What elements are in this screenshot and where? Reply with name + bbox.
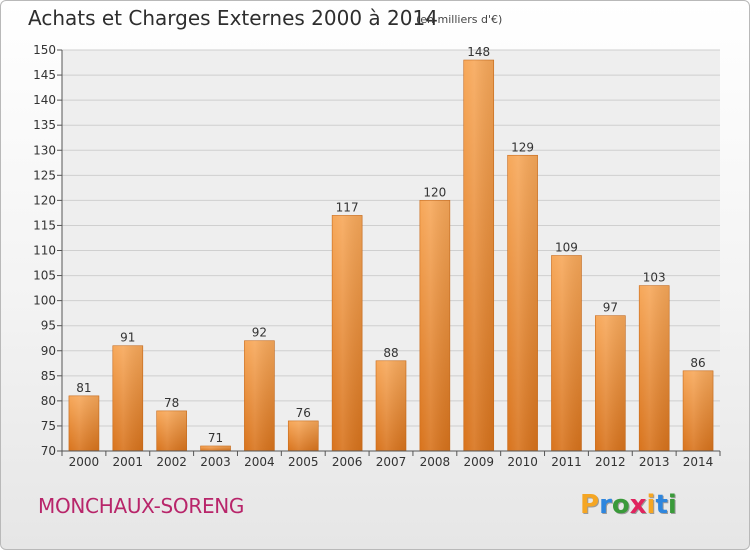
data-label: 92 xyxy=(252,326,267,340)
y-tick-label: 95 xyxy=(41,319,56,333)
data-label: 71 xyxy=(208,431,223,445)
data-label: 109 xyxy=(555,241,578,255)
y-tick-label: 130 xyxy=(33,143,56,157)
bar-shading xyxy=(419,200,450,451)
y-tick-label: 90 xyxy=(41,344,56,358)
data-label: 91 xyxy=(120,331,135,345)
y-tick-label: 105 xyxy=(33,269,56,283)
x-tick-label: 2000 xyxy=(69,455,100,469)
data-label: 120 xyxy=(423,185,446,199)
unit-label: (en milliers d'€) xyxy=(416,13,503,26)
y-tick-label: 100 xyxy=(33,294,56,308)
x-tick-label: 2011 xyxy=(551,455,582,469)
y-tick-label: 125 xyxy=(33,168,56,182)
data-label: 78 xyxy=(164,396,179,410)
x-tick-label: 2010 xyxy=(507,455,538,469)
data-label: 81 xyxy=(76,381,91,395)
data-label: 86 xyxy=(690,356,705,370)
y-tick-label: 150 xyxy=(33,43,56,57)
data-label: 76 xyxy=(296,406,311,420)
bar-shading xyxy=(332,215,363,451)
data-label: 103 xyxy=(643,271,666,285)
x-tick-label: 2004 xyxy=(244,455,275,469)
y-tick-label: 85 xyxy=(41,369,56,383)
y-tick-label: 70 xyxy=(41,444,56,458)
logo-letter: P xyxy=(580,490,600,520)
y-tick-label: 145 xyxy=(33,68,56,82)
bar-shading xyxy=(683,370,714,451)
data-label: 117 xyxy=(336,200,359,214)
y-tick-label: 140 xyxy=(33,93,56,107)
logo-letter: t xyxy=(655,490,668,520)
bar-shading xyxy=(244,340,275,451)
proxiti-logo: Proxiti xyxy=(580,490,677,520)
y-tick-label: 115 xyxy=(33,218,56,232)
chart-title: Achats et Charges Externes 2000 à 2014 xyxy=(28,6,438,30)
x-tick-label: 2006 xyxy=(332,455,363,469)
y-tick-label: 135 xyxy=(33,118,56,132)
data-label: 129 xyxy=(511,140,534,154)
bar-shading xyxy=(595,315,626,451)
logo-letter: r xyxy=(599,490,612,520)
bar-shading xyxy=(551,255,582,451)
x-tick-label: 2008 xyxy=(420,455,451,469)
logo-letter: i xyxy=(667,490,677,520)
x-tick-label: 2013 xyxy=(639,455,670,469)
bar-shading xyxy=(68,395,99,451)
bar-shading xyxy=(200,445,231,451)
data-label: 97 xyxy=(603,301,618,315)
y-tick-label: 120 xyxy=(33,193,56,207)
data-label: 148 xyxy=(467,45,490,59)
bar-shading xyxy=(156,410,187,451)
bar-shading xyxy=(288,420,319,451)
bar-shading xyxy=(639,285,670,451)
x-tick-label: 2003 xyxy=(200,455,231,469)
y-tick-label: 80 xyxy=(41,394,56,408)
bar-shading xyxy=(376,360,406,451)
x-tick-label: 2007 xyxy=(376,455,407,469)
bar-shading xyxy=(463,60,494,452)
x-tick-label: 2002 xyxy=(156,455,187,469)
x-tick-label: 2009 xyxy=(463,455,494,469)
x-tick-label: 2001 xyxy=(113,455,144,469)
x-tick-label: 2014 xyxy=(683,455,714,469)
y-tick-label: 75 xyxy=(41,419,56,433)
bar-shading xyxy=(507,155,538,451)
data-label: 88 xyxy=(383,346,398,360)
x-tick-label: 2012 xyxy=(595,455,626,469)
x-tick-label: 2005 xyxy=(288,455,319,469)
logo-letter: o xyxy=(611,490,630,520)
logo-letter: i xyxy=(646,490,656,520)
y-tick-label: 110 xyxy=(33,244,56,258)
commune-name: MONCHAUX-SORENG xyxy=(38,494,245,518)
logo-letter: x xyxy=(629,490,647,520)
bar-shading xyxy=(112,345,143,451)
